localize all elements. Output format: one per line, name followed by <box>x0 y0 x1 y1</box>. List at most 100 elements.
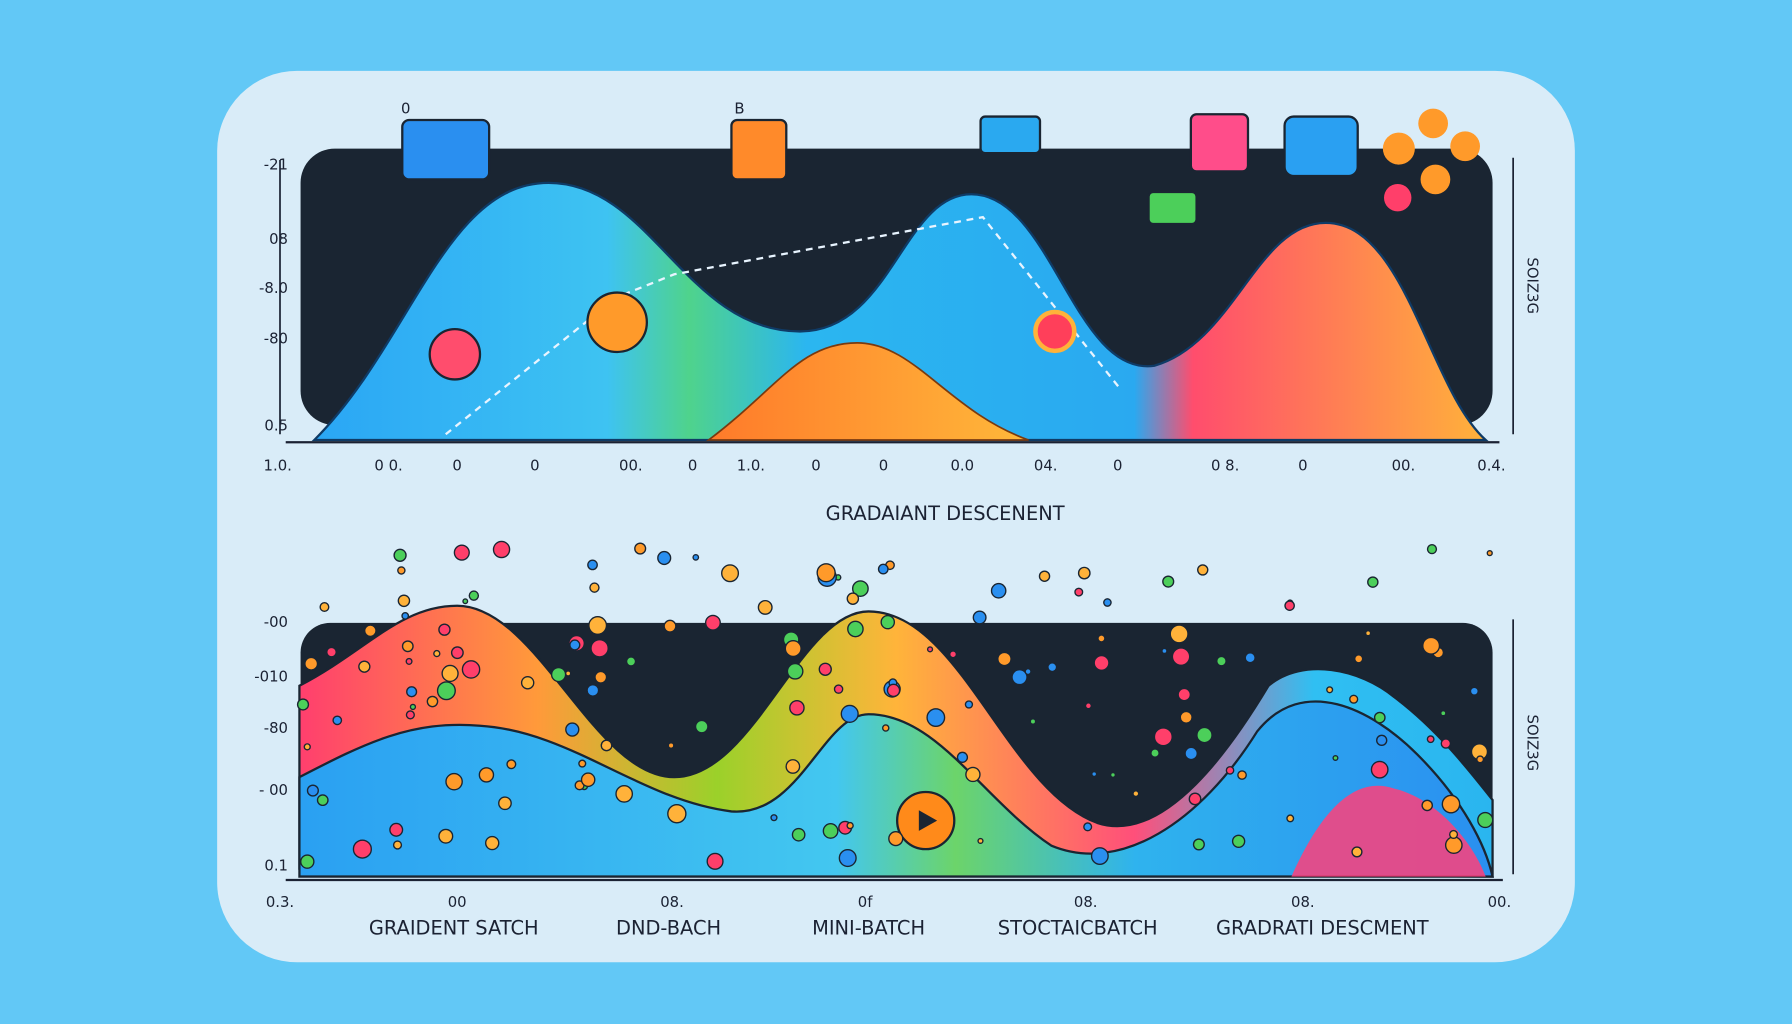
label: 04. <box>1034 456 1058 474</box>
dot <box>492 540 511 559</box>
dot <box>550 666 567 683</box>
label: 00. <box>1392 456 1416 474</box>
dot <box>1196 726 1213 744</box>
dot <box>1284 600 1295 611</box>
dot <box>785 759 801 774</box>
dot <box>634 542 647 555</box>
bottom-layer <box>1291 785 1486 877</box>
dot <box>692 553 700 561</box>
dot <box>1109 771 1117 778</box>
label: SOIZ3G <box>1523 257 1541 314</box>
label: B <box>734 100 744 118</box>
node <box>1382 132 1415 165</box>
dot <box>406 686 418 698</box>
dot <box>296 698 310 711</box>
dot <box>818 662 832 676</box>
label: MINI-BATCH <box>812 917 925 940</box>
dot <box>663 619 677 633</box>
dot <box>453 544 470 561</box>
label: 0 <box>401 100 410 118</box>
dot <box>757 599 773 615</box>
dot <box>441 664 459 683</box>
dot <box>846 592 860 605</box>
node <box>1384 184 1412 212</box>
label: -8.0 <box>259 279 288 297</box>
dot <box>1231 834 1246 849</box>
dot <box>438 828 454 844</box>
label: 08. <box>1074 893 1098 911</box>
dot <box>1091 770 1098 778</box>
dot <box>1150 748 1160 758</box>
dot <box>450 646 464 660</box>
dot <box>840 704 859 723</box>
dot <box>1097 634 1106 643</box>
label: 0 <box>452 456 461 474</box>
dot <box>667 742 675 749</box>
dot <box>1486 549 1493 557</box>
dot <box>822 823 839 839</box>
dot <box>1188 792 1202 806</box>
label: -21 <box>264 156 288 174</box>
label: GRADAIANT DESCENENT <box>826 502 1065 525</box>
dot <box>433 649 441 658</box>
top-hill <box>706 341 1029 441</box>
dot <box>436 681 456 701</box>
dot <box>401 640 414 653</box>
dot <box>1153 727 1173 747</box>
dot <box>478 767 495 783</box>
dot <box>1162 575 1175 588</box>
dot <box>770 814 778 822</box>
dot <box>657 550 672 566</box>
dot <box>880 614 896 630</box>
dot <box>881 724 890 732</box>
dot <box>1326 686 1334 694</box>
dot <box>1422 636 1441 655</box>
label: 0 <box>811 456 820 474</box>
dot <box>303 743 311 751</box>
icon <box>1283 115 1359 178</box>
dot <box>706 852 724 870</box>
dot <box>1011 668 1028 686</box>
dot <box>791 827 806 842</box>
dot <box>1376 734 1388 746</box>
dot <box>586 683 600 697</box>
label: 0 <box>1113 456 1122 474</box>
dot <box>1244 652 1256 664</box>
icon <box>1147 190 1198 226</box>
dot <box>1038 570 1051 582</box>
dot <box>1047 662 1058 673</box>
dot <box>1184 746 1198 761</box>
dot <box>990 582 1007 599</box>
dot <box>1440 709 1447 717</box>
descent-path <box>445 215 1121 436</box>
dot <box>588 616 608 636</box>
dot <box>838 848 857 868</box>
dot <box>316 794 329 807</box>
dot <box>401 612 410 620</box>
dot <box>564 670 572 677</box>
dot <box>786 662 804 680</box>
dot <box>1426 735 1435 744</box>
dot <box>397 566 406 575</box>
dot <box>405 710 415 720</box>
label: SOIZ3G <box>1523 715 1541 772</box>
dot <box>1103 598 1112 607</box>
dot <box>1237 770 1247 780</box>
dot <box>389 822 404 837</box>
label: -010 <box>254 668 288 686</box>
label: 08 <box>269 230 288 248</box>
dot <box>847 620 864 638</box>
label: 0 8. <box>1211 456 1239 474</box>
top-wave <box>311 181 1489 442</box>
dot <box>1132 790 1140 798</box>
dot <box>784 639 802 658</box>
label: GRADRATI DESCMENT <box>1216 917 1429 940</box>
label: GRAIDENT SATCH <box>369 917 539 940</box>
marker <box>1033 309 1077 354</box>
dot <box>1441 794 1461 814</box>
dot <box>721 564 740 583</box>
dot <box>587 559 598 571</box>
label: 0.3. <box>266 893 294 911</box>
dot <box>569 639 581 651</box>
